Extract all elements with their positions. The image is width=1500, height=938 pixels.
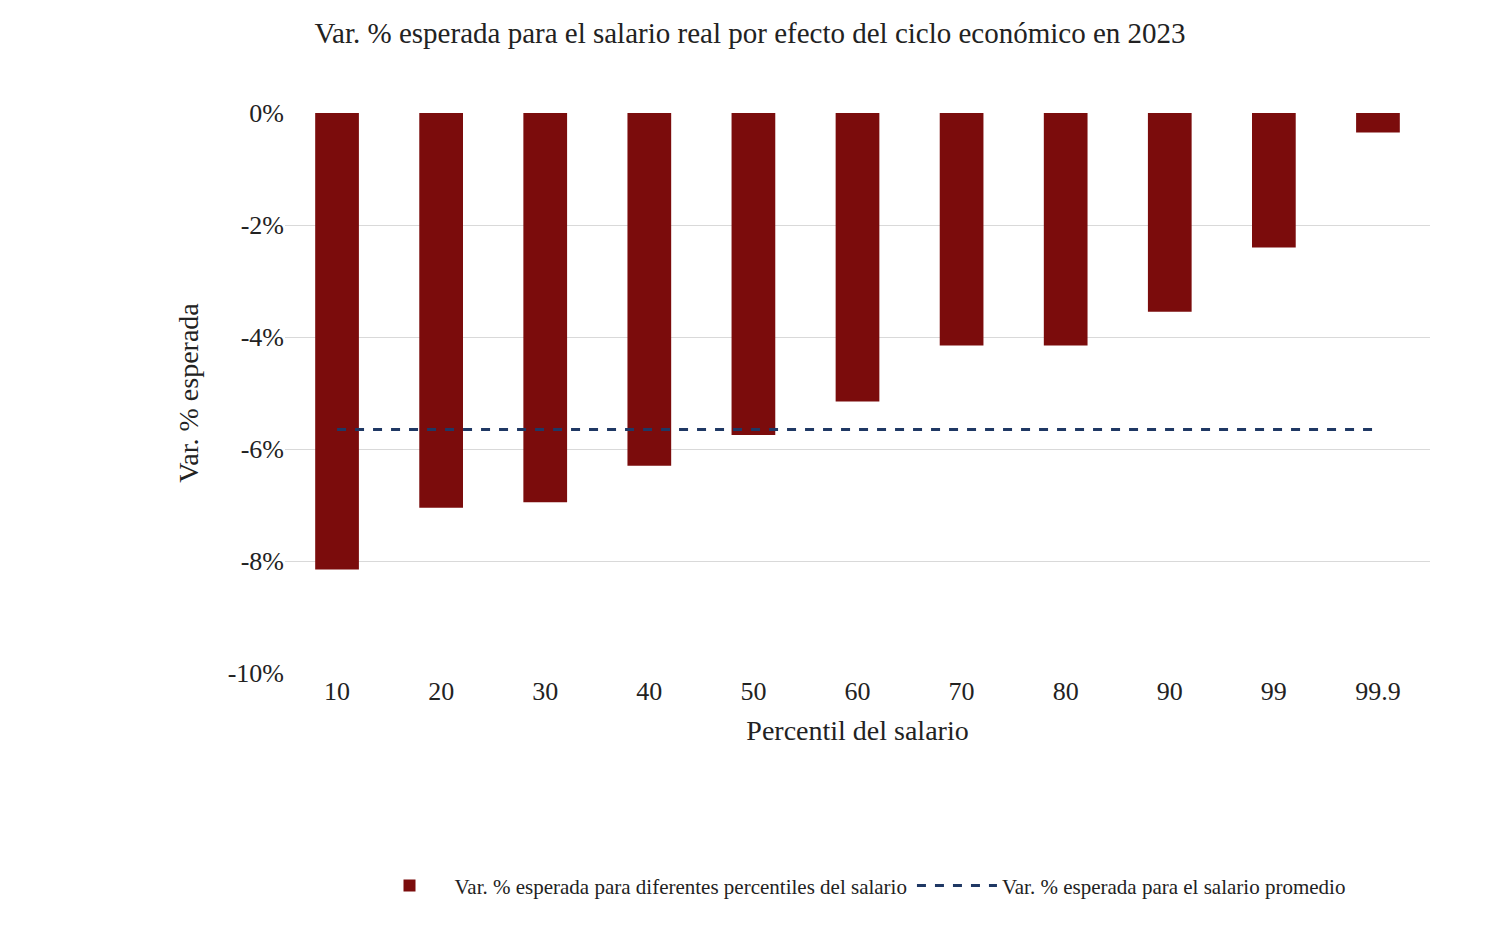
svg-text:50: 50 <box>740 677 766 706</box>
svg-text:20: 20 <box>428 677 454 706</box>
svg-text:80: 80 <box>1053 677 1079 706</box>
svg-text:99.9: 99.9 <box>1355 677 1401 706</box>
svg-text:-10%: -10% <box>228 659 284 688</box>
svg-text:60: 60 <box>845 677 871 706</box>
svg-text:0%: 0% <box>249 99 284 128</box>
svg-text:-8%: -8% <box>241 547 284 576</box>
svg-text:Var. % esperada para el salari: Var. % esperada para el salario real por… <box>314 17 1185 49</box>
svg-text:Var. % esperada: Var. % esperada <box>173 303 204 483</box>
svg-text:-4%: -4% <box>241 323 284 352</box>
svg-text:90: 90 <box>1157 677 1183 706</box>
svg-text:Percentil del salario: Percentil del salario <box>746 715 968 746</box>
svg-text:Var. % esperada para diferente: Var. % esperada para diferentes percenti… <box>455 875 907 899</box>
svg-text:30: 30 <box>532 677 558 706</box>
svg-text:10: 10 <box>324 677 350 706</box>
svg-text:-6%: -6% <box>241 435 284 464</box>
svg-text:Var. % esperada para el salari: Var. % esperada para el salario promedio <box>1002 875 1345 899</box>
svg-text:-2%: -2% <box>241 211 284 240</box>
svg-text:40: 40 <box>636 677 662 706</box>
svg-text:70: 70 <box>949 677 975 706</box>
svg-text:99: 99 <box>1261 677 1287 706</box>
